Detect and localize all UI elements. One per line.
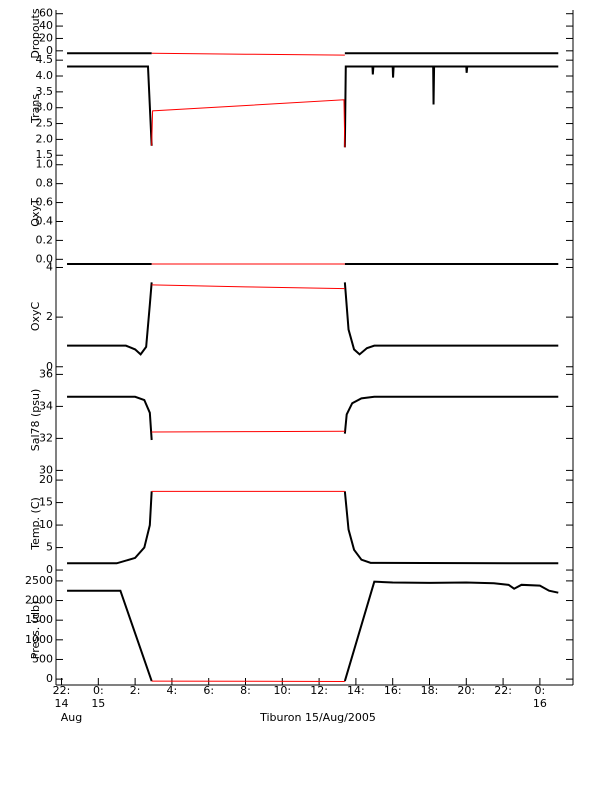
data-line	[67, 491, 153, 565]
data-line	[151, 52, 345, 56]
y-tick-label: 10	[39, 518, 53, 531]
y-tick-label: 3.0	[36, 101, 54, 114]
y-tick-label: 4.0	[36, 69, 54, 82]
x-tick-label: 6:	[203, 684, 214, 697]
x-tick-label: 22:	[53, 684, 71, 697]
y-tick-label: 5	[46, 541, 53, 554]
y-tick-label: 2	[46, 310, 53, 323]
y-tick-label: 1000	[25, 633, 53, 646]
data-line	[343, 491, 559, 565]
y-tick-label: 0	[46, 672, 53, 685]
y-tick-label: 32	[39, 431, 53, 444]
y-tick-label: 1.0	[36, 158, 54, 171]
x-tick-label: 16:	[384, 684, 402, 697]
x-tick-label: 2:	[130, 684, 141, 697]
y-tick-label: 0.2	[36, 233, 54, 246]
x-month-label: Aug	[61, 711, 82, 724]
y-tick-label: 0	[46, 360, 53, 373]
y-tick-label: 2.0	[36, 132, 54, 145]
y-tick-label: 4.5	[36, 53, 54, 66]
y-tick-label: 36	[39, 367, 53, 380]
y-tick-label: 3.5	[36, 85, 54, 98]
y-tick-label: 2500	[25, 574, 53, 587]
data-line	[67, 65, 153, 146]
x-axis-label: Tiburon 15/Aug/2005	[259, 711, 376, 724]
x-tick-label: 0:	[535, 684, 546, 697]
y-tick-label: 40	[39, 19, 53, 32]
y-tick-label: 34	[39, 399, 53, 412]
x-tick-label: 8:	[240, 684, 251, 697]
y-tick-label: 60	[39, 7, 53, 20]
y-tick-label: 0.0	[36, 252, 54, 265]
data-line	[343, 580, 559, 682]
x-tick-label: 22:	[494, 684, 512, 697]
y-axis-label: Sal78 (psu)	[29, 389, 42, 452]
data-line	[343, 395, 559, 434]
y-tick-label: 500	[32, 652, 53, 665]
x-tick-label: 14:	[347, 684, 365, 697]
y-tick-label: 0	[46, 44, 53, 57]
y-axis-label: OxyT	[29, 198, 42, 227]
y-tick-label: 30	[39, 463, 53, 476]
x-tick-label: 12:	[310, 684, 328, 697]
x-tick-label: 10:	[273, 684, 291, 697]
y-axis-label: Trans	[29, 94, 42, 124]
y-tick-label: 1500	[25, 613, 53, 626]
data-line	[151, 99, 346, 148]
x-tick-label: 4:	[167, 684, 178, 697]
data-line	[151, 284, 345, 290]
y-tick-label: 20	[39, 473, 53, 486]
data-line	[343, 282, 559, 356]
y-tick-label: 20	[39, 31, 53, 44]
y-tick-label: 0.4	[36, 214, 54, 227]
x-tick-day: 16	[533, 697, 547, 710]
x-tick-label: 20:	[457, 684, 475, 697]
y-axis-label: OxyC	[29, 302, 42, 332]
x-tick-day: 14	[55, 697, 69, 710]
y-tick-label: 2000	[25, 594, 53, 607]
y-tick-label: 4	[46, 260, 53, 273]
y-tick-label: 0.6	[36, 196, 54, 209]
data-line	[67, 282, 153, 356]
x-tick-label: 0:	[93, 684, 104, 697]
x-tick-label: 18:	[421, 684, 439, 697]
y-axis-label: Temp. (C)	[29, 497, 42, 551]
y-axis-label: Dropouts	[29, 8, 42, 58]
y-tick-label: 15	[39, 496, 53, 509]
y-tick-label: 1.5	[36, 148, 54, 161]
y-tick-label: 0.8	[36, 177, 54, 190]
y-tick-label: 2.5	[36, 117, 54, 130]
data-line	[151, 430, 345, 433]
y-tick-label: 0	[46, 563, 53, 576]
x-tick-day: 15	[91, 697, 105, 710]
y-axis-label: Press. (db)	[29, 601, 42, 660]
data-line	[67, 589, 153, 682]
data-line	[343, 65, 559, 148]
data-line	[67, 395, 153, 441]
